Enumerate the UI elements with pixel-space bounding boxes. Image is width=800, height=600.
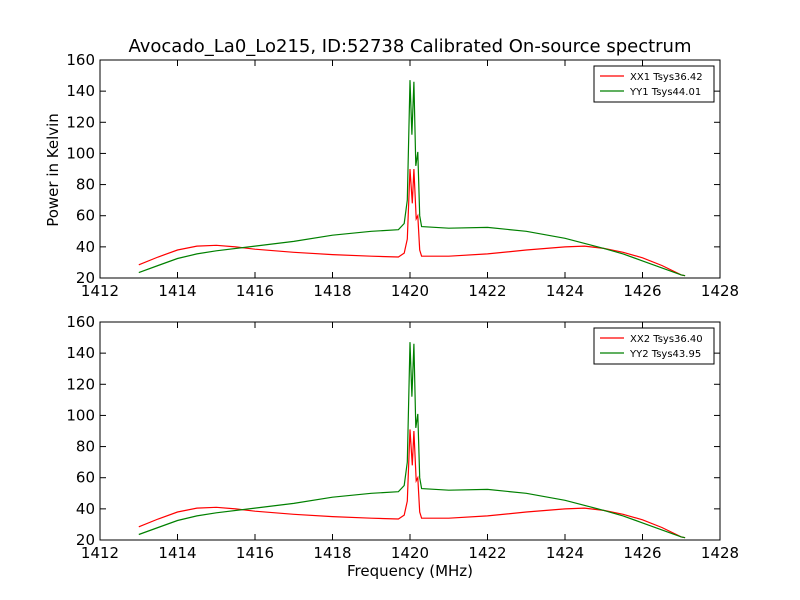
y-tick-label: 160 bbox=[66, 313, 95, 331]
legend-entry: XX1 Tsys36.42 bbox=[630, 72, 703, 83]
y-tick-label: 60 bbox=[76, 469, 95, 487]
y-tick-label: 60 bbox=[76, 207, 95, 225]
x-tick-label: 1418 bbox=[313, 544, 351, 562]
series-line-xx bbox=[138, 429, 686, 539]
x-tick-label: 1412 bbox=[81, 544, 119, 562]
x-tick-label: 1426 bbox=[623, 544, 661, 562]
y-tick-label: 140 bbox=[66, 344, 95, 362]
legend: XX2 Tsys36.40 YY2 Tsys43.95 bbox=[593, 327, 715, 365]
y-tick-label: 20 bbox=[76, 531, 95, 549]
y-tick-label: 40 bbox=[76, 238, 95, 256]
x-tick-label: 1428 bbox=[701, 282, 739, 300]
x-tick-label: 1428 bbox=[701, 544, 739, 562]
x-tick-label: 1420 bbox=[391, 282, 429, 300]
x-tick-label: 1424 bbox=[546, 282, 584, 300]
y-tick-label: 160 bbox=[66, 51, 95, 69]
legend: XX1 Tsys36.42 YY1 Tsys44.01 bbox=[593, 65, 715, 103]
x-tick-label: 1416 bbox=[236, 282, 274, 300]
y-tick-label: 20 bbox=[76, 269, 95, 287]
x-tick-label: 1422 bbox=[468, 282, 506, 300]
x-tick-label: 1416 bbox=[236, 544, 274, 562]
legend-box bbox=[593, 65, 715, 103]
x-tick-label: 1424 bbox=[546, 544, 584, 562]
legend-entry: YY1 Tsys44.01 bbox=[629, 87, 701, 98]
x-tick-label: 1426 bbox=[623, 282, 661, 300]
bottom-panel: 1412 1414 1416 1418 1420 1422 1424 1426 1428 20 40… bbox=[66, 313, 739, 562]
series-line-xx bbox=[138, 168, 686, 277]
x-tick-label: 1418 bbox=[313, 282, 351, 300]
x-tick-label: 1422 bbox=[468, 544, 506, 562]
legend-box bbox=[593, 327, 715, 365]
x-tick-label: 1420 bbox=[391, 544, 429, 562]
y-tick-label: 80 bbox=[76, 176, 95, 194]
legend-entry: XX2 Tsys36.40 bbox=[630, 334, 703, 345]
x-tick-label: 1414 bbox=[158, 282, 196, 300]
y-tick-label: 100 bbox=[66, 406, 95, 424]
y-tick-label: 40 bbox=[76, 500, 95, 518]
series-line-yy bbox=[138, 80, 686, 277]
y-tick-label: 120 bbox=[66, 375, 95, 393]
legend-entry: YY2 Tsys43.95 bbox=[629, 349, 701, 360]
y-tick-label: 100 bbox=[66, 144, 95, 162]
x-tick-label: 1414 bbox=[158, 544, 196, 562]
x-tick-label: 1412 bbox=[81, 282, 119, 300]
x-axis-label: Frequency (MHz) bbox=[347, 562, 473, 580]
chart-title: Avocado_La0_Lo215, ID:52738 Calibrated O… bbox=[128, 36, 691, 57]
y-tick-label: 140 bbox=[66, 82, 95, 100]
y-tick-label: 80 bbox=[76, 438, 95, 456]
y-axis-label: Power in Kelvin bbox=[44, 113, 62, 227]
series-line-yy bbox=[138, 342, 686, 539]
top-panel: 1412 1414 1416 1418 1420 1422 1424 1426 1428 20 40… bbox=[66, 51, 739, 300]
y-tick-label: 120 bbox=[66, 113, 95, 131]
